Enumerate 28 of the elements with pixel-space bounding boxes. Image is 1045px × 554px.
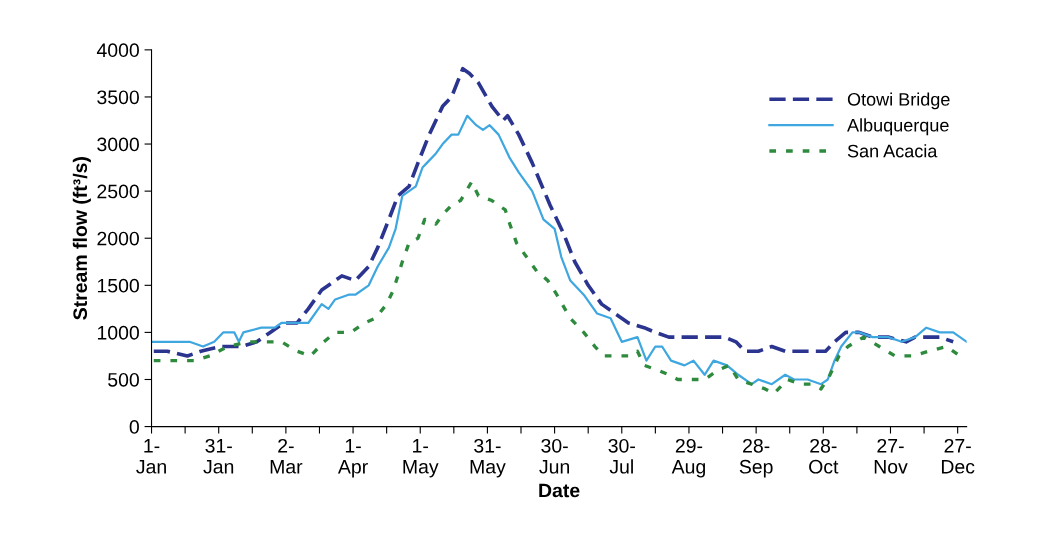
y-tick-label: 0 — [129, 420, 139, 434]
x-tick-label: 1- May — [403, 439, 439, 478]
y-tick-label: 2000 — [97, 231, 139, 246]
y-tick-label: 1000 — [97, 325, 139, 340]
x-tick-label: 31- May — [470, 438, 506, 478]
x-tick-label: 29- Aug — [671, 438, 705, 478]
y-axis-title: Stream flow (ft³/s) — [72, 157, 91, 320]
y-tick-label: 3000 — [97, 137, 139, 152]
x-tick-label: 1- Apr — [337, 439, 368, 478]
x-axis-title: Date — [539, 483, 580, 498]
x-tick-label: 2- Mar — [270, 438, 303, 474]
x-tick-label: 27- Nov — [874, 438, 908, 474]
legend-label: Albuquerque — [847, 118, 949, 136]
x-tick-label: 28- Oct — [809, 438, 839, 474]
y-tick-label: 500 — [108, 372, 139, 387]
legend-label: San Acacia — [847, 144, 938, 158]
line-series — [151, 114, 967, 386]
x-tick-label: 30- Jun — [539, 438, 570, 474]
x-tick-label: 31- Jan — [203, 438, 234, 474]
x-tick-label: 28- Sep — [739, 438, 773, 478]
legend-label: Otowi Bridge — [847, 92, 950, 110]
y-tick-label: 3500 — [97, 90, 139, 105]
y-tick-label: 1500 — [97, 278, 139, 293]
x-tick-label: 1- Jan — [136, 439, 166, 474]
x-tick-label: 30- Jul — [608, 438, 635, 474]
y-tick-label: 2500 — [97, 184, 139, 199]
y-tick-label: 4000 — [96, 43, 139, 58]
x-tick-label: 27- Dec — [941, 438, 975, 474]
